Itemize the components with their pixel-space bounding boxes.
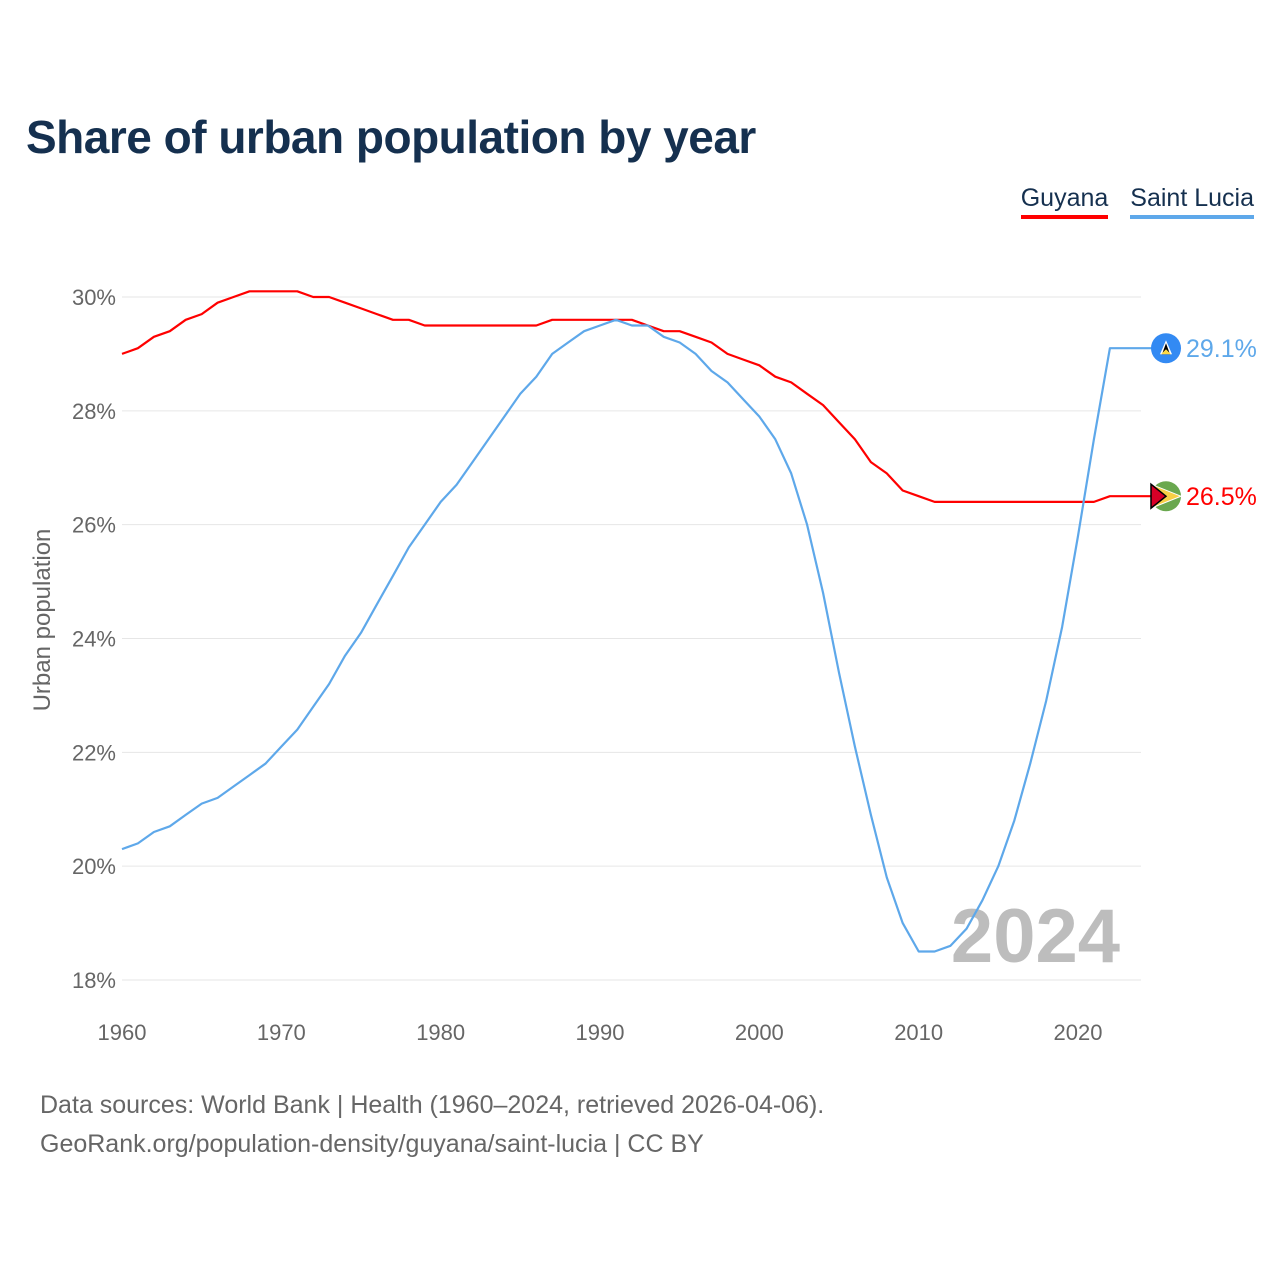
year-watermark: 2024	[951, 894, 1120, 979]
legend: Guyana Saint Lucia	[1020, 184, 1254, 219]
footer: Data sources: World Bank | Health (1960–…	[40, 1086, 824, 1164]
y-tick-label: 22%	[72, 740, 116, 765]
end-value-label: 26.5%	[1186, 483, 1257, 511]
legend-item-guyana[interactable]: Guyana	[1020, 184, 1109, 219]
y-tick-label: 18%	[72, 968, 116, 993]
x-tick-label: 2000	[735, 1020, 784, 1045]
x-tick-label: 2020	[1054, 1020, 1103, 1045]
guyana-flag-icon	[1150, 481, 1183, 512]
y-tick-label: 20%	[72, 854, 116, 879]
flag-triangle	[1150, 482, 1168, 510]
saint-lucia-flag-icon	[1151, 333, 1181, 364]
series-line-saint-lucia	[121, 318, 1152, 953]
y-tick-label: 26%	[72, 513, 116, 538]
chart-title: Share of urban population by year	[26, 111, 756, 163]
flag-triangle-yellow	[1161, 349, 1171, 355]
source-url-text: GeoRank.org/population-density/guyana/sa…	[40, 1130, 704, 1158]
y-axis-label: Urban population	[29, 529, 56, 712]
legend-item-saint-lucia[interactable]: Saint Lucia	[1130, 184, 1254, 219]
end-value-label: 29.1%	[1186, 335, 1257, 363]
x-tick-label: 2010	[894, 1020, 943, 1045]
y-tick-label: 30%	[72, 285, 116, 310]
x-tick-label: 1960	[98, 1020, 147, 1045]
x-tick-label: 1970	[257, 1020, 306, 1045]
x-tick-label: 1990	[576, 1020, 625, 1045]
series-line-guyana	[121, 290, 1152, 503]
y-tick-label: 24%	[72, 627, 116, 652]
x-tick-label: 1980	[416, 1020, 465, 1045]
y-tick-label: 28%	[72, 399, 116, 424]
data-source-text: Data sources: World Bank | Health (1960–…	[40, 1091, 825, 1119]
